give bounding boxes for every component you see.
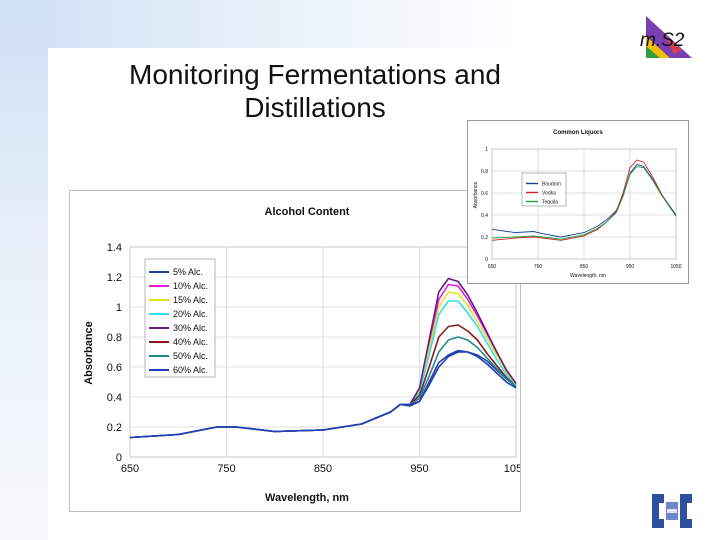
legend-label: 5% Alc.: [173, 267, 203, 277]
inset-chart-title: Common Liquors: [553, 130, 603, 136]
y-tick-label: 0.4: [107, 392, 122, 404]
ms2-logo: m.S2: [636, 14, 696, 60]
plot-area: 0 0.2 0.4 0.6 0.8 1 1.2 1.4 650 750 850 950 1050 5% A…: [107, 242, 529, 475]
inset-plot-area: 0 0.2 0.4 0.6 0.8 1 650 750 850 950 1050 Bourbon Vod…: [481, 147, 682, 270]
x-tick-label: 850: [314, 463, 332, 475]
slide-title: Monitoring Fermentations and Distillatio…: [129, 59, 501, 123]
chart-title: Alcohol Content: [265, 206, 350, 218]
y-tick-label: 1.2: [107, 272, 122, 284]
logo-text: m.S2: [640, 30, 685, 51]
x-tick-label: 650: [121, 463, 139, 475]
alcohol-content-plot: Alcohol Content Wavelength, nm Absorbanc…: [83, 206, 529, 504]
legend-label: 60% Alc.: [173, 365, 208, 375]
inset-chart-xlabel: Wavelength, nm: [570, 273, 606, 279]
x-tick-label: 850: [580, 264, 589, 270]
x-tick-label: 950: [410, 463, 428, 475]
prism-triangle-icon: [646, 16, 692, 58]
y-tick-label: 0: [116, 452, 122, 464]
chart-xlabel: Wavelength, nm: [265, 492, 349, 504]
header-gradient-band: [0, 0, 720, 48]
y-tick-label: 1: [485, 147, 488, 153]
legend-label: Tequila: [542, 199, 558, 205]
y-tick-label: 0.6: [107, 362, 122, 374]
y-tick-label: 0.8: [107, 332, 122, 344]
y-tick-label: 0.8: [481, 169, 488, 175]
legend-label: 40% Alc.: [173, 337, 208, 347]
common-liquors-plot: Common Liquors Wavelength, nm Absorbance…: [473, 130, 682, 279]
series-line: [129, 349, 517, 439]
legend-label: 30% Alc.: [173, 323, 208, 333]
series-line: [491, 166, 677, 240]
x-tick-label: 750: [217, 463, 235, 475]
chart-ylabel: Absorbance: [83, 321, 95, 385]
x-tick-label: 950: [626, 264, 635, 270]
legend-label: 50% Alc.: [173, 351, 208, 361]
legend-label: 20% Alc.: [173, 309, 208, 319]
alcohol-content-chart: Alcohol Content Wavelength, nm Absorbanc…: [69, 190, 529, 512]
y-tick-label: 1: [116, 302, 122, 314]
y-tick-label: 0.2: [107, 422, 122, 434]
inset-chart-ylabel: Absorbance: [473, 181, 479, 208]
x-tick-label: 1050: [504, 463, 520, 475]
x-tick-label: 1050: [670, 264, 681, 270]
y-tick-label: 0.4: [481, 213, 488, 219]
y-tick-label: 0.2: [481, 235, 488, 241]
ccc-logo-icon: [644, 488, 702, 534]
common-liquors-chart: Common Liquors Wavelength, nm Absorbance…: [467, 120, 689, 284]
y-tick-label: 1.4: [107, 242, 122, 254]
y-tick-label: 0: [485, 257, 488, 263]
legend-label: 10% Alc.: [173, 281, 208, 291]
legend-box: [521, 172, 567, 207]
side-gradient-band: [0, 0, 48, 540]
x-tick-label: 750: [534, 264, 543, 270]
legend-box: [144, 258, 216, 378]
legend-label: Vodka: [542, 190, 556, 196]
x-tick-label: 650: [488, 264, 497, 270]
legend-label: Bourbon: [542, 181, 561, 187]
legend-label: 15% Alc.: [173, 295, 208, 305]
y-tick-label: 0.6: [481, 191, 488, 197]
